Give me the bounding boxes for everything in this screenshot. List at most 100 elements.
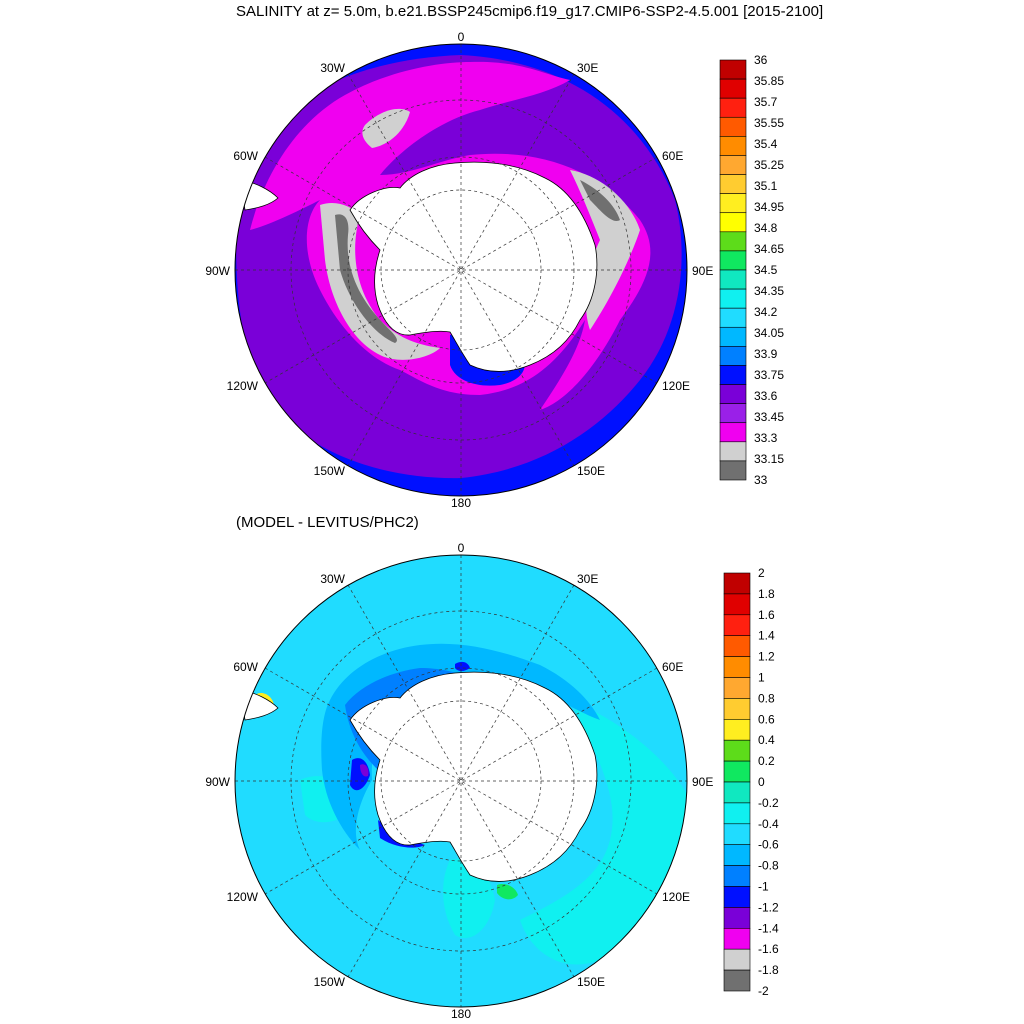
salinity-colorbar-label: 33.6 (754, 389, 778, 403)
lon-label-30e: 30E (577, 572, 598, 586)
difference-colorbar-label: 1.4 (758, 629, 775, 643)
bottom-map-title: (MODEL - LEVITUS/PHC2) (236, 514, 419, 531)
difference-colorbar-label: 1 (758, 671, 765, 685)
difference-colorbar-label: 0 (758, 775, 765, 789)
difference-colorbar-box (723, 865, 751, 887)
difference-colorbar-label: 1.8 (758, 587, 775, 601)
salinity-colorbar-box (719, 269, 747, 290)
lon-label-150w: 150W (314, 975, 346, 989)
difference-colorbar-label: 2 (758, 566, 765, 580)
salinity-colorbar-box (719, 212, 747, 233)
salinity-colorbar-box (719, 422, 747, 443)
top-map-title: SALINITY at z= 5.0m, b.e21.BSSP245cmip6.… (236, 3, 824, 20)
salinity-colorbar-box (719, 460, 747, 481)
salinity-colorbar-box (719, 441, 747, 462)
difference-colorbar-label: 0.4 (758, 733, 775, 747)
salinity-colorbar-box (719, 78, 747, 99)
difference-field-minus-1-2 (360, 764, 369, 777)
salinity-map-boundary (234, 43, 688, 497)
difference-colorbar-box (723, 635, 751, 657)
lon-label-120w: 120W (227, 379, 259, 393)
difference-colorbar-box (723, 802, 751, 825)
difference-colorbar-box (723, 948, 751, 971)
salinity-field-33-3-west (320, 203, 440, 360)
difference-colorbar-box (723, 907, 751, 929)
difference-colorbar-label: -1.2 (758, 900, 779, 914)
salinity-colorbar-label: 34.5 (754, 263, 778, 277)
salinity-colorbar-box (719, 97, 747, 118)
lon-label-120e: 120E (662, 379, 690, 393)
lon-label-60w: 60W (233, 149, 258, 163)
salinity-field-33-3-north (362, 108, 410, 148)
lon-label-90w: 90W (205, 775, 230, 789)
difference-colorbar-label: -1.8 (758, 963, 779, 977)
salinity-colorbar-box (719, 307, 747, 328)
salinity-colorbar-box (719, 116, 747, 137)
difference-colorbar-box (723, 698, 751, 720)
lon-label-0: 0 (458, 541, 465, 555)
difference-colorbar-box (723, 739, 751, 762)
salinity-colorbar-label: 34.8 (754, 221, 778, 235)
difference-colorbar-box (723, 614, 751, 636)
difference-colorbar-label: -0.2 (758, 796, 779, 810)
salinity-colorbar-label: 35.25 (754, 158, 784, 172)
salinity-colorbar-label: 35.85 (754, 74, 784, 88)
salinity-colorbar-label: 34.95 (754, 200, 784, 214)
difference-colorbar-box (723, 760, 751, 783)
salinity-colorbar-box (719, 136, 747, 156)
difference-colorbar: 2 1.8 1.6 1.4 1.2 1 0.8 0.6 0.4 0.2 0 -0.2 -0.4 -0.6 -… (723, 566, 779, 998)
salinity-field-33-15-east (580, 180, 620, 221)
salinity-colorbar-label: 34.65 (754, 242, 784, 256)
salinity-colorbar-label: 35.55 (754, 116, 784, 130)
antarctica-landmass-difference (349, 671, 598, 882)
salinity-colorbar-label: 35.1 (754, 179, 778, 193)
difference-colorbar-label: -0.6 (758, 838, 779, 852)
salinity-colorbar-label: 33.15 (754, 452, 784, 466)
lon-label-180: 180 (451, 496, 471, 510)
difference-colorbar-label: 0.6 (758, 712, 775, 726)
lon-label-120w: 120W (227, 890, 259, 904)
salinity-colorbar-box (719, 403, 747, 424)
antarctica-landmass (349, 161, 598, 372)
salinity-colorbar-label: 34.05 (754, 326, 784, 340)
difference-colorbar-box (723, 677, 751, 699)
lon-label-30w: 30W (320, 572, 345, 586)
lon-label-150e: 150E (577, 464, 605, 478)
salinity-colorbar-label: 35.4 (754, 137, 778, 151)
salinity-colorbar-label: 33.3 (754, 431, 778, 445)
salinity-colorbar-box (719, 193, 747, 214)
difference-map-graticule (235, 555, 687, 1007)
lon-label-90w: 90W (205, 264, 230, 278)
salinity-colorbar-box (719, 59, 747, 80)
salinity-colorbar-label: 33.75 (754, 368, 784, 382)
difference-colorbar-label: 0.2 (758, 754, 775, 768)
salinity-colorbar-label: 33 (754, 473, 768, 487)
difference-colorbar-box (723, 781, 751, 804)
salinity-field-33-15-west (335, 214, 397, 343)
difference-colorbar-label: -1 (758, 880, 769, 894)
salinity-colorbar-box (719, 365, 747, 385)
salinity-colorbar-box (719, 288, 747, 309)
salinity-colorbar-label: 34.2 (754, 305, 778, 319)
salinity-colorbar-label: 36 (754, 53, 768, 67)
lon-label-30e: 30E (577, 61, 598, 75)
salinity-colorbar-box (719, 384, 747, 404)
salinity-map-graticule (235, 44, 687, 496)
salinity-colorbar-label: 33.9 (754, 347, 778, 361)
difference-colorbar-label: -1.4 (758, 921, 779, 935)
difference-colorbar-label: 0.8 (758, 691, 775, 705)
difference-colorbar-label: 1.2 (758, 650, 775, 664)
salinity-colorbar-label: 35.7 (754, 95, 778, 109)
salinity-colorbar-box (719, 231, 747, 252)
difference-colorbar-box (723, 572, 751, 595)
lon-label-120e: 120E (662, 890, 690, 904)
salinity-colorbar-box (719, 155, 747, 175)
difference-colorbar-box (723, 718, 751, 741)
salinity-map: 0 30E 60E 90E 120E 150E 180 150W 120W 90… (205, 30, 784, 510)
difference-colorbar-box (723, 823, 751, 845)
difference-field-0-2-ross (497, 884, 518, 900)
difference-colorbar-label: 1.6 (758, 608, 775, 622)
difference-colorbar-box (723, 886, 751, 908)
lon-label-60e: 60E (662, 660, 683, 674)
